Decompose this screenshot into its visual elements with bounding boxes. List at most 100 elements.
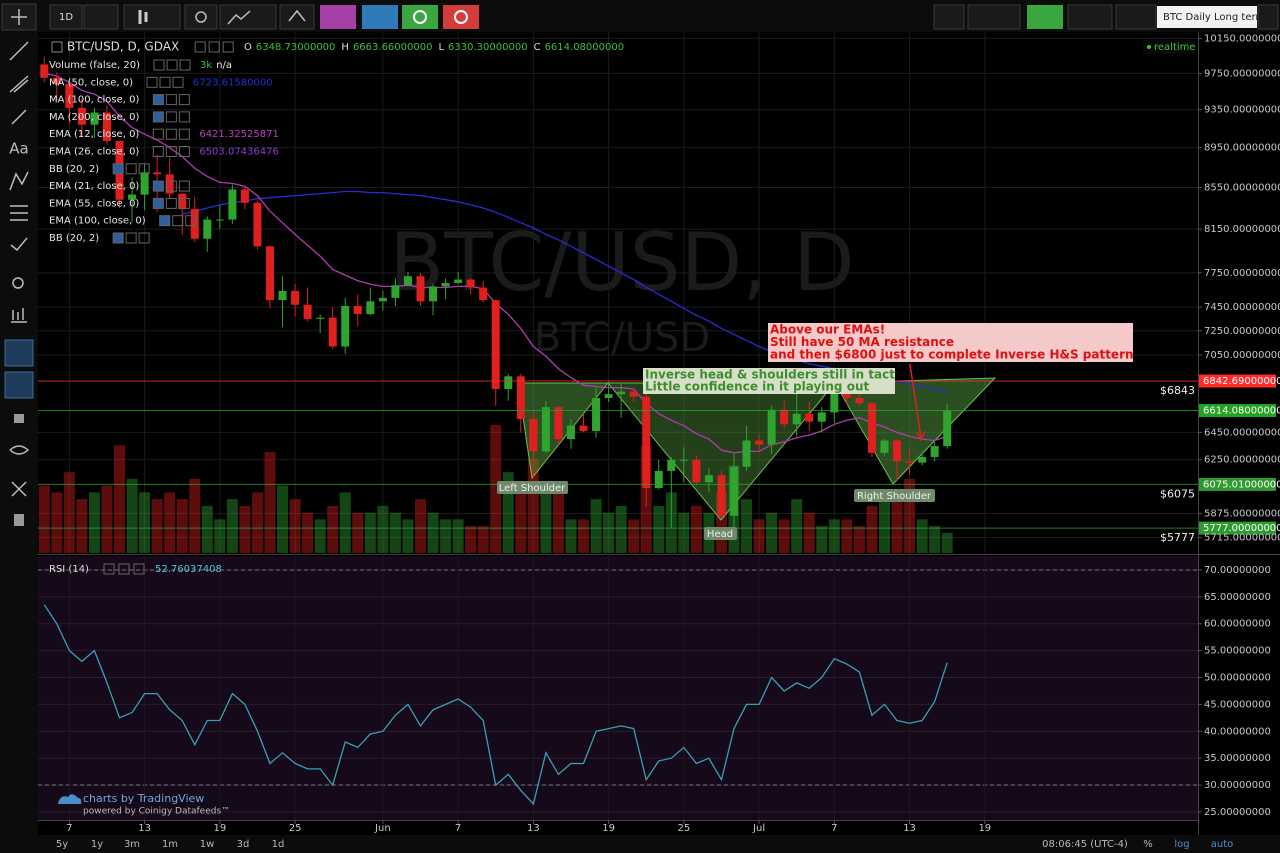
buy-button[interactable] <box>402 5 438 29</box>
volume-bar <box>277 485 289 553</box>
save-button[interactable] <box>1115 4 1157 30</box>
range-button[interactable]: 3d <box>237 839 250 850</box>
candle-body <box>592 398 601 432</box>
y-tick-label: 30.00000000 <box>1204 780 1271 791</box>
measure-tool[interactable] <box>11 308 27 323</box>
candle-body <box>441 282 450 287</box>
layout-name-box[interactable] <box>1157 6 1257 28</box>
plugin-button[interactable] <box>320 5 356 29</box>
alert-button[interactable] <box>362 5 398 29</box>
volume-bar <box>678 512 690 553</box>
y-tick-label: 8550.00000000 <box>1204 182 1280 193</box>
range-button[interactable]: 5y <box>56 839 68 850</box>
header-icon <box>208 41 220 53</box>
interval-menu[interactable] <box>83 4 119 30</box>
candle-body <box>742 440 751 467</box>
legend-icon <box>166 59 178 71</box>
brush-tool[interactable] <box>11 109 27 125</box>
fib-tool[interactable] <box>9 75 29 93</box>
candle-body <box>943 410 952 447</box>
prediction-tool[interactable] <box>10 205 28 221</box>
hide-tool[interactable] <box>9 445 30 455</box>
range-button[interactable]: 1w <box>200 839 215 850</box>
arrow-head <box>916 430 926 442</box>
x-tick-label: 7 <box>831 823 837 834</box>
volume-bar <box>540 485 552 553</box>
range-button[interactable]: 1d <box>272 839 285 850</box>
range-button[interactable]: 1y <box>91 839 103 850</box>
y-tick-label: 10150.00000000 <box>1204 33 1280 44</box>
legend-icon <box>172 215 184 227</box>
volume-bar <box>302 512 314 553</box>
legend-value: 6503.07436476 <box>199 147 279 158</box>
compare-button[interactable] <box>279 4 315 30</box>
undo-redo[interactable] <box>967 4 1021 30</box>
indicators-button[interactable] <box>219 4 277 30</box>
fullscreen-button[interactable] <box>933 4 965 30</box>
volume-bar <box>615 505 627 553</box>
crosshair-button[interactable] <box>1 3 37 31</box>
legend-icon <box>159 76 171 88</box>
legend-icon <box>146 76 158 88</box>
legend-value: 6421.32525871 <box>199 129 279 140</box>
remove-tool[interactable] <box>11 481 27 497</box>
legend-icon <box>112 232 124 244</box>
volume-bar <box>264 451 276 553</box>
watermark: BTC/USD, D <box>389 216 854 309</box>
y-tick-label: 5715.00000000 <box>1204 533 1280 544</box>
arrow <box>909 363 922 439</box>
log-toggle[interactable]: log <box>1174 839 1189 850</box>
layout-name: BTC Daily Long term <box>1163 12 1265 23</box>
range-button[interactable]: 1m <box>162 839 178 850</box>
candle-body <box>416 276 425 302</box>
legend-name: EMA (100, close, 0) <box>49 216 146 227</box>
pattern-tool[interactable] <box>9 171 29 191</box>
candle-body <box>654 470 663 489</box>
trash-tool[interactable] <box>14 514 24 526</box>
legend-name: BB (20, 2) <box>49 233 99 244</box>
auto-toggle[interactable]: auto <box>1211 839 1234 850</box>
zoom-tool[interactable] <box>12 277 24 289</box>
interval-button[interactable] <box>49 4 83 30</box>
percent-toggle[interactable]: % <box>1143 839 1153 850</box>
legend-icon <box>138 163 150 175</box>
range-button[interactable]: 3m <box>124 839 140 850</box>
volume-bar <box>151 499 163 553</box>
legend-name: EMA (21, close, 0) <box>49 181 139 192</box>
volume-bar <box>803 512 815 553</box>
lock-tool[interactable] <box>14 414 24 423</box>
status-box <box>1143 40 1195 54</box>
legend-icon <box>103 563 115 575</box>
legend-icon <box>152 146 164 157</box>
icons-tool[interactable] <box>10 237 28 252</box>
sell-button[interactable] <box>443 5 479 29</box>
load-button[interactable] <box>1067 4 1113 30</box>
crosshair-icon <box>11 9 27 25</box>
y-tick-label: 8150.00000000 <box>1204 224 1280 235</box>
volume-bar <box>753 519 765 553</box>
x-tick-label: 19 <box>978 823 991 834</box>
legend-icon <box>125 232 137 244</box>
snapshot-button[interactable] <box>1027 5 1063 29</box>
layout-menu[interactable] <box>1257 4 1279 30</box>
magnet-tool[interactable] <box>4 339 34 367</box>
volume-bar <box>214 519 226 553</box>
candle-body <box>780 409 789 425</box>
candle-body <box>842 391 851 399</box>
legend-icon <box>159 215 171 227</box>
legend-icon <box>178 146 190 157</box>
volume <box>38 425 953 553</box>
candle-body <box>867 403 876 453</box>
candle-body <box>629 391 638 397</box>
stay-drawing-tool[interactable] <box>4 371 34 399</box>
text-tool[interactable]: Aa <box>9 140 28 158</box>
legend-name: EMA (26, close, 0) <box>49 147 139 158</box>
candle-body <box>429 286 438 302</box>
chart-style-button[interactable] <box>123 4 181 30</box>
candle-body <box>253 202 262 247</box>
settings-button[interactable] <box>184 4 218 30</box>
trend-line-tool[interactable] <box>9 41 29 61</box>
sell-icon <box>454 10 468 24</box>
volume-bar <box>766 512 778 553</box>
volume-bar <box>314 519 326 553</box>
